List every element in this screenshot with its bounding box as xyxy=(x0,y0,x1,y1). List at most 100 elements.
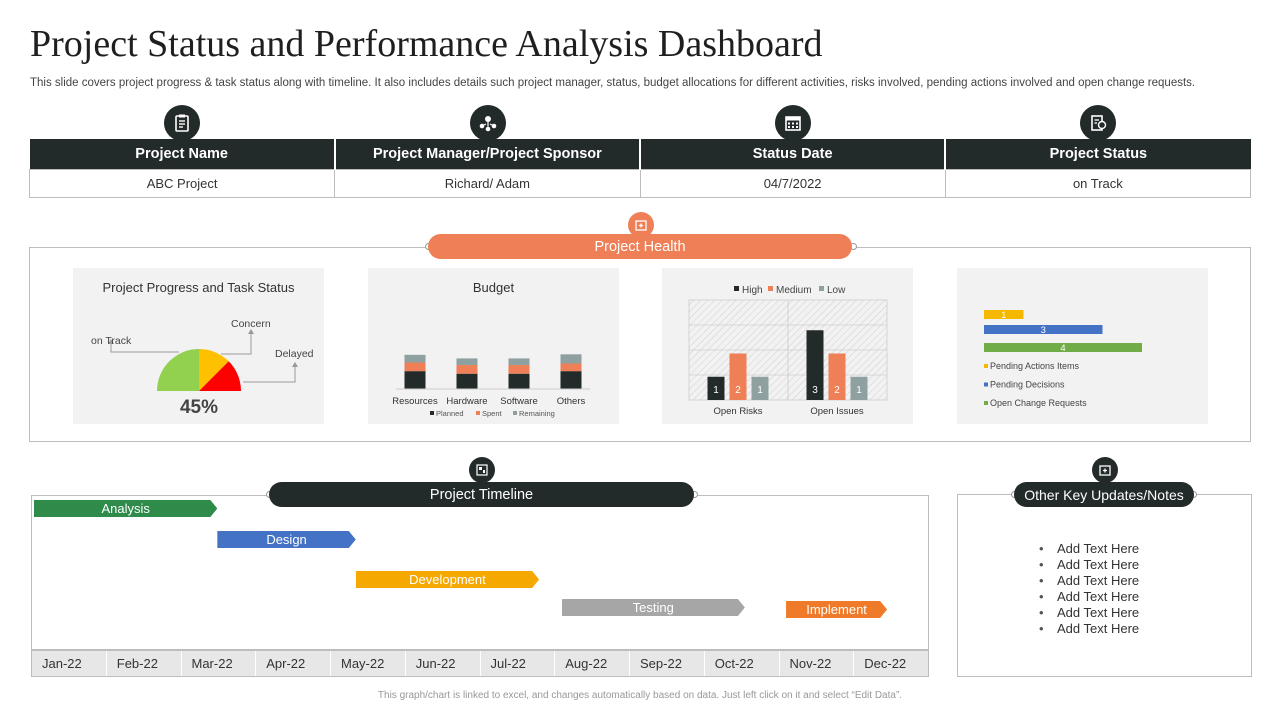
pending-bar xyxy=(984,310,1024,319)
legend-swatch xyxy=(984,382,988,387)
month-label: Jul-22 xyxy=(481,651,556,676)
month-label: Mar-22 xyxy=(182,651,257,676)
month-label: Jun-22 xyxy=(406,651,481,676)
budget-title: Budget xyxy=(472,280,515,295)
legend-label: Remaining xyxy=(519,409,555,418)
month-label: May-22 xyxy=(331,651,406,676)
data-label: 2 xyxy=(834,385,840,396)
list-item: Add Text Here xyxy=(1039,557,1139,573)
month-label: Apr-22 xyxy=(256,651,331,676)
gauge-segment-delayed xyxy=(199,361,241,391)
budget-category-label: Hardware xyxy=(446,396,487,407)
data-label: 1 xyxy=(1001,310,1006,321)
legend-swatch xyxy=(734,286,739,291)
budget-bar-remaining xyxy=(508,358,530,366)
gauge-label-concern: Concern xyxy=(231,318,271,330)
risks-issues-panel: 1 2 1 Open Risks 3 2 1 Open Issues High Medium Low xyxy=(662,268,913,424)
pending-items-panel: 1 Pending Actions Items 3 Pending Decisions… xyxy=(957,268,1208,424)
column-header-project-name: Project Name xyxy=(29,139,336,169)
progress-task-status-panel: Project Progress and Task Status on Trac… xyxy=(73,268,324,424)
list-item: Add Text Here xyxy=(1039,605,1139,621)
budget-bar-planned xyxy=(404,371,426,389)
notes-icon xyxy=(1092,457,1118,483)
project-status-cell: on Track xyxy=(944,168,1252,198)
budget-bar-spent xyxy=(456,365,478,374)
calendar-icon xyxy=(775,105,811,141)
gauge-segment-on-track xyxy=(157,349,199,391)
budget-bar-planned xyxy=(560,371,582,389)
data-label: 1 xyxy=(757,385,763,396)
gauge-chart: on Track Concern Delayed 45% xyxy=(91,318,314,418)
risk-category-label: Open Issues xyxy=(810,406,864,417)
timeline-task-development: Development xyxy=(356,571,539,588)
gauge-title: Project Progress and Task Status xyxy=(102,280,295,295)
risk-bar-high xyxy=(806,330,824,400)
column-header-project-manager: Project Manager/Project Sponsor xyxy=(334,139,642,169)
data-label: 4 xyxy=(1060,343,1065,354)
risk-bar-low xyxy=(751,376,769,400)
budget-bar-planned xyxy=(456,373,478,389)
legend-label: Planned xyxy=(436,409,464,418)
timeline-task-analysis: Analysis xyxy=(34,500,217,517)
project-timeline-label: Project Timeline xyxy=(269,482,694,507)
budget-bar-planned xyxy=(508,373,530,389)
notes-label: Other Key Updates/Notes xyxy=(1014,482,1194,507)
legend-label: High xyxy=(742,285,763,296)
risk-bar-low xyxy=(850,376,868,400)
legend-label: Pending Decisions xyxy=(990,380,1065,390)
pending-items-chart: 1 Pending Actions Items 3 Pending Decisions… xyxy=(984,310,1142,408)
list-item: Add Text Here xyxy=(1039,541,1139,557)
month-label: Dec-22 xyxy=(864,656,907,671)
month-label: Aug-22 xyxy=(555,651,630,676)
project-manager-cell: Richard/ Adam xyxy=(334,168,641,198)
month-label: Jan-22 xyxy=(32,651,107,676)
legend-label: Pending Actions Items xyxy=(990,361,1080,371)
timeline-task-implement: Implement xyxy=(786,601,887,618)
budget-bar-spent xyxy=(404,362,426,372)
gauge-label-delayed: Delayed xyxy=(275,348,314,360)
budget-panel: Budget Resources Hardware Software Others Pl… xyxy=(368,268,619,424)
data-label: 1 xyxy=(713,385,719,396)
pending-bar xyxy=(984,325,1103,334)
legend-swatch xyxy=(984,401,988,405)
data-label: 3 xyxy=(812,385,818,396)
timeline-icon xyxy=(469,457,495,483)
legend-swatch xyxy=(984,364,988,368)
project-name-cell: ABC Project xyxy=(28,168,336,198)
month-label: Nov-22 xyxy=(780,651,855,676)
risk-category-label: Open Risks xyxy=(713,406,762,417)
legend-swatch xyxy=(768,286,773,291)
legend-label: Low xyxy=(827,285,846,296)
budget-chart: Resources Hardware Software Others Planned Sp… xyxy=(392,354,590,418)
gauge-value: 45% xyxy=(180,397,218,418)
risk-bar-medium xyxy=(828,353,846,400)
budget-bar-remaining xyxy=(404,354,426,363)
budget-category-label: Software xyxy=(500,396,538,407)
month-label: Sep-22 xyxy=(630,651,705,676)
risk-bar-medium xyxy=(729,353,747,400)
notes-list: Add Text Here Add Text Here Add Text Her… xyxy=(1039,541,1139,637)
gauge-label-on-track: on Track xyxy=(91,335,132,347)
risk-bar-high xyxy=(707,376,725,400)
timeline-task-design: Design xyxy=(217,531,355,548)
budget-category-label: Resources xyxy=(392,396,438,407)
budget-bar-remaining xyxy=(560,354,582,364)
project-health-label: Project Health xyxy=(428,234,852,259)
clipboard-icon xyxy=(164,105,200,141)
list-item: Add Text Here xyxy=(1039,621,1139,637)
legend-swatch xyxy=(476,411,480,415)
data-label: 2 xyxy=(735,385,741,396)
status-report-icon xyxy=(1080,105,1116,141)
table-row: ABC Project Richard/ Adam 04/7/2022 on T… xyxy=(28,168,1252,198)
page-title: Project Status and Performance Analysis … xyxy=(30,23,823,65)
project-info-table: Project Name Project Manager/Project Spo… xyxy=(28,139,1252,198)
month-label: Oct-22 xyxy=(705,651,780,676)
legend-label: Medium xyxy=(776,285,812,296)
footer-note: This graph/chart is linked to excel, and… xyxy=(377,690,903,701)
legend-label: Spent xyxy=(482,409,503,418)
list-item: Add Text Here xyxy=(1039,589,1139,605)
health-icon xyxy=(628,212,654,238)
page-subtitle: This slide covers project progress & tas… xyxy=(30,77,1196,89)
legend-swatch xyxy=(430,411,434,415)
gauge-segment-concern xyxy=(199,349,229,391)
